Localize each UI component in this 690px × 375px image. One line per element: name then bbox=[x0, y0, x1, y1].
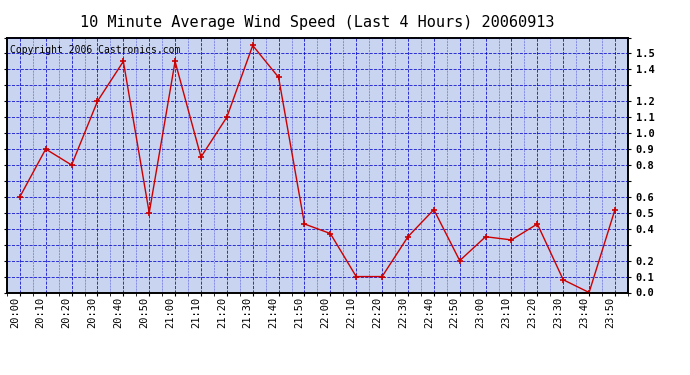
Text: 23:50: 23:50 bbox=[605, 296, 615, 327]
Text: 10 Minute Average Wind Speed (Last 4 Hours) 20060913: 10 Minute Average Wind Speed (Last 4 Hou… bbox=[80, 15, 555, 30]
Text: 23:30: 23:30 bbox=[553, 296, 563, 327]
Text: 21:40: 21:40 bbox=[268, 296, 279, 327]
Text: 23:20: 23:20 bbox=[527, 296, 538, 327]
Text: 23:00: 23:00 bbox=[475, 296, 486, 327]
Text: 23:40: 23:40 bbox=[579, 296, 589, 327]
Text: 20:00: 20:00 bbox=[10, 296, 20, 327]
Text: 22:30: 22:30 bbox=[398, 296, 408, 327]
Text: 21:30: 21:30 bbox=[243, 296, 253, 327]
Text: Copyright 2006 Castronics.com: Copyright 2006 Castronics.com bbox=[10, 45, 180, 55]
Text: 22:50: 22:50 bbox=[450, 296, 460, 327]
Text: 21:20: 21:20 bbox=[217, 296, 227, 327]
Text: 21:10: 21:10 bbox=[191, 296, 201, 327]
Text: 22:00: 22:00 bbox=[320, 296, 331, 327]
Text: 21:50: 21:50 bbox=[295, 296, 304, 327]
Text: 20:20: 20:20 bbox=[61, 296, 72, 327]
Text: 22:10: 22:10 bbox=[346, 296, 356, 327]
Text: 20:50: 20:50 bbox=[139, 296, 149, 327]
Text: 23:10: 23:10 bbox=[502, 296, 511, 327]
Text: 22:20: 22:20 bbox=[372, 296, 382, 327]
Text: 20:40: 20:40 bbox=[113, 296, 124, 327]
Text: 20:10: 20:10 bbox=[36, 296, 46, 327]
Text: 20:30: 20:30 bbox=[88, 296, 97, 327]
Text: 21:00: 21:00 bbox=[165, 296, 175, 327]
Text: 22:40: 22:40 bbox=[424, 296, 434, 327]
